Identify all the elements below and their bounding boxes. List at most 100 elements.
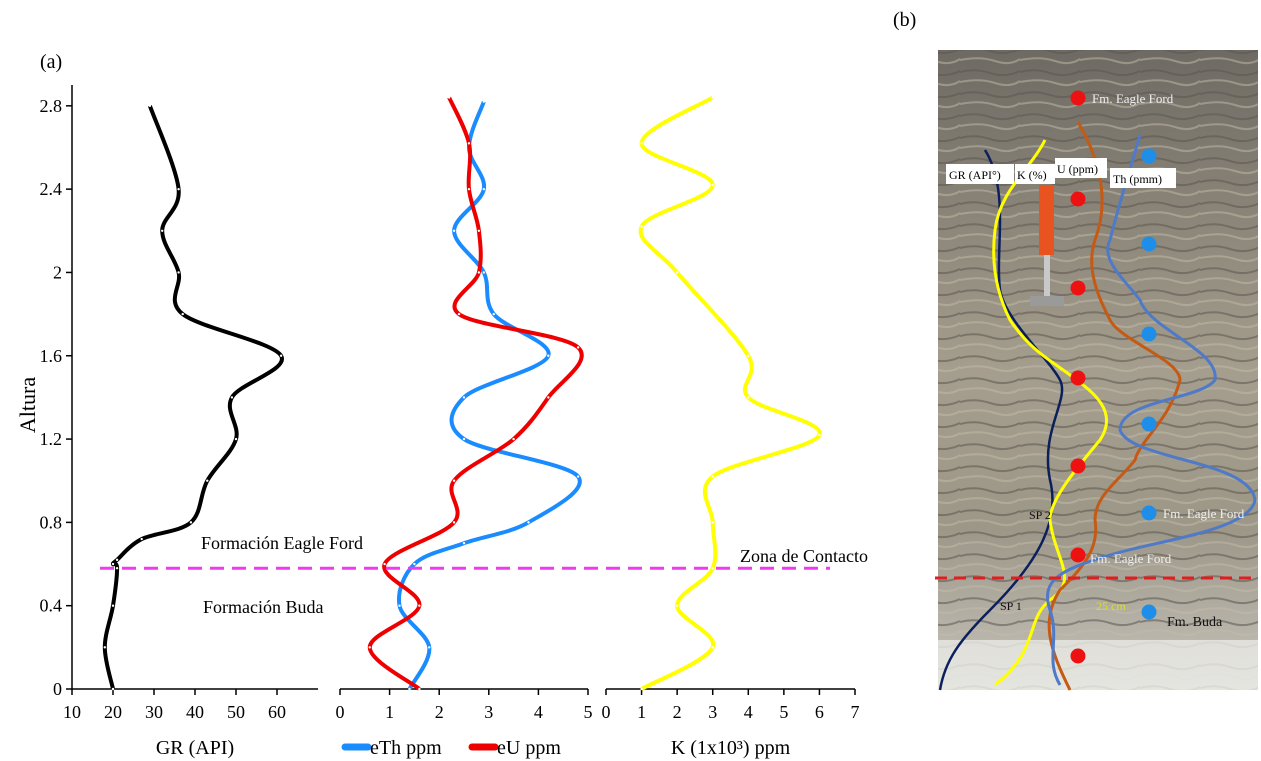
series-line xyxy=(102,105,284,690)
data-point xyxy=(711,567,714,570)
u-sample-point xyxy=(1070,547,1086,563)
k-label-box xyxy=(1015,164,1055,184)
data-point xyxy=(576,475,580,478)
y-tick-label: 2 xyxy=(53,262,62,282)
gr-panel: 10 20 30 40 50 60 GR (API) xyxy=(63,104,318,759)
x-tick-label: 4 xyxy=(744,702,753,722)
data-point xyxy=(452,479,456,482)
x-tick-label: 2 xyxy=(673,702,682,722)
data-point xyxy=(477,229,481,232)
data-point xyxy=(462,437,466,441)
data-point xyxy=(467,142,471,145)
data-point xyxy=(462,396,466,399)
data-point xyxy=(408,687,411,691)
x-tick-label: 60 xyxy=(268,702,286,722)
data-point xyxy=(103,646,107,649)
data-point xyxy=(398,604,401,607)
x-tick-label: 10 xyxy=(63,702,81,722)
data-point xyxy=(457,312,461,316)
data-point xyxy=(512,437,515,441)
data-point xyxy=(747,396,750,399)
data-point xyxy=(115,558,119,562)
thickness-label: 25 cm xyxy=(1096,599,1126,613)
data-point xyxy=(452,521,456,524)
u-sample-point xyxy=(1070,648,1086,664)
u-sample-point xyxy=(1070,370,1086,386)
u-sample-point xyxy=(1070,191,1086,207)
x-tick-label: 2 xyxy=(435,702,444,722)
data-point xyxy=(115,567,119,570)
data-point xyxy=(177,271,180,274)
eagle-ford-top-label: Fm. Eagle Ford xyxy=(1092,91,1174,106)
data-point xyxy=(234,437,238,441)
u-sample-point xyxy=(1070,90,1086,106)
upper-formation-label: Formación Eagle Ford xyxy=(201,533,363,553)
hammer-head xyxy=(1030,296,1064,306)
x-tick-label: 50 xyxy=(227,702,245,722)
photo-gr-curve xyxy=(938,149,1064,691)
data-point xyxy=(111,604,115,607)
series-line xyxy=(397,100,582,690)
data-point xyxy=(148,104,152,108)
data-point xyxy=(711,521,714,524)
x-tick-label: 5 xyxy=(779,702,788,722)
data-point xyxy=(111,562,115,566)
x-axis-label: K (1x10³) ppm xyxy=(671,737,791,759)
y-tick-label: 2.8 xyxy=(40,96,63,116)
panel-a-label: (a) xyxy=(40,51,62,73)
data-point xyxy=(711,96,714,99)
data-point xyxy=(413,562,416,566)
photo-u-curve xyxy=(1047,121,1182,691)
data-point xyxy=(452,229,456,232)
data-point xyxy=(527,521,530,524)
th-sample-point xyxy=(1141,416,1157,432)
data-point xyxy=(711,475,714,478)
data-point xyxy=(477,271,481,274)
gr-label: GR (API°) xyxy=(949,168,1001,182)
data-point xyxy=(383,562,386,566)
u-label-box xyxy=(1055,158,1107,178)
eagle-ford-right-label: Fm. Eagle Ford xyxy=(1163,506,1245,521)
y-tick-label: 1.2 xyxy=(40,429,63,449)
x-axis-label: GR (API) xyxy=(156,737,234,759)
outcrop-photo: GR (API°) K (%) U (ppm) Th (pmm) Fm. Eag… xyxy=(935,50,1258,691)
x-tick-label: 0 xyxy=(602,702,611,722)
data-point xyxy=(640,142,643,145)
data-point xyxy=(482,100,486,103)
y-tick-label: 0 xyxy=(53,679,62,699)
panel-b-label: (b) xyxy=(893,9,916,31)
data-point xyxy=(447,96,451,99)
data-point xyxy=(818,433,821,437)
th-label: Th (pmm) xyxy=(1113,172,1162,186)
data-point xyxy=(177,187,180,191)
data-point xyxy=(111,687,115,691)
y-tick-label: 0.8 xyxy=(40,512,63,532)
x-tick-label: 1 xyxy=(385,702,394,722)
th-sample-point xyxy=(1141,505,1157,521)
th-sample-point xyxy=(1141,604,1157,620)
x-tick-label: 20 xyxy=(104,702,122,722)
th-u-panel: 0 1 2 3 4 5 xyxy=(336,96,593,722)
series-line xyxy=(367,96,584,691)
data-point xyxy=(279,354,283,357)
data-point xyxy=(161,229,164,232)
x-tick-label: 1 xyxy=(637,702,646,722)
th-sample-points xyxy=(1141,148,1157,620)
x-tick-label: 0 xyxy=(336,702,345,722)
contact-zone-label: Zona de Contacto xyxy=(740,546,868,566)
buda-label: Fm. Buda xyxy=(1167,615,1223,630)
hammer-handle xyxy=(1039,185,1054,255)
x-tick-label: 3 xyxy=(484,702,493,722)
legend-label-eth: eTh ppm xyxy=(370,737,442,759)
data-point xyxy=(189,521,193,524)
gr-label-box xyxy=(946,164,1014,184)
lower-formation-label: Formación Buda xyxy=(203,597,323,617)
data-point xyxy=(675,604,679,607)
k-panel: 0 1 2 3 4 5 6 7 K (1x10³) ppm xyxy=(602,95,860,759)
eagle-ford-low-label: Fm. Eagle Ford xyxy=(1090,551,1172,566)
u-sample-point xyxy=(1070,458,1086,474)
data-point xyxy=(368,646,371,649)
data-point xyxy=(547,396,550,399)
y-tick-label: 2.4 xyxy=(40,179,63,199)
